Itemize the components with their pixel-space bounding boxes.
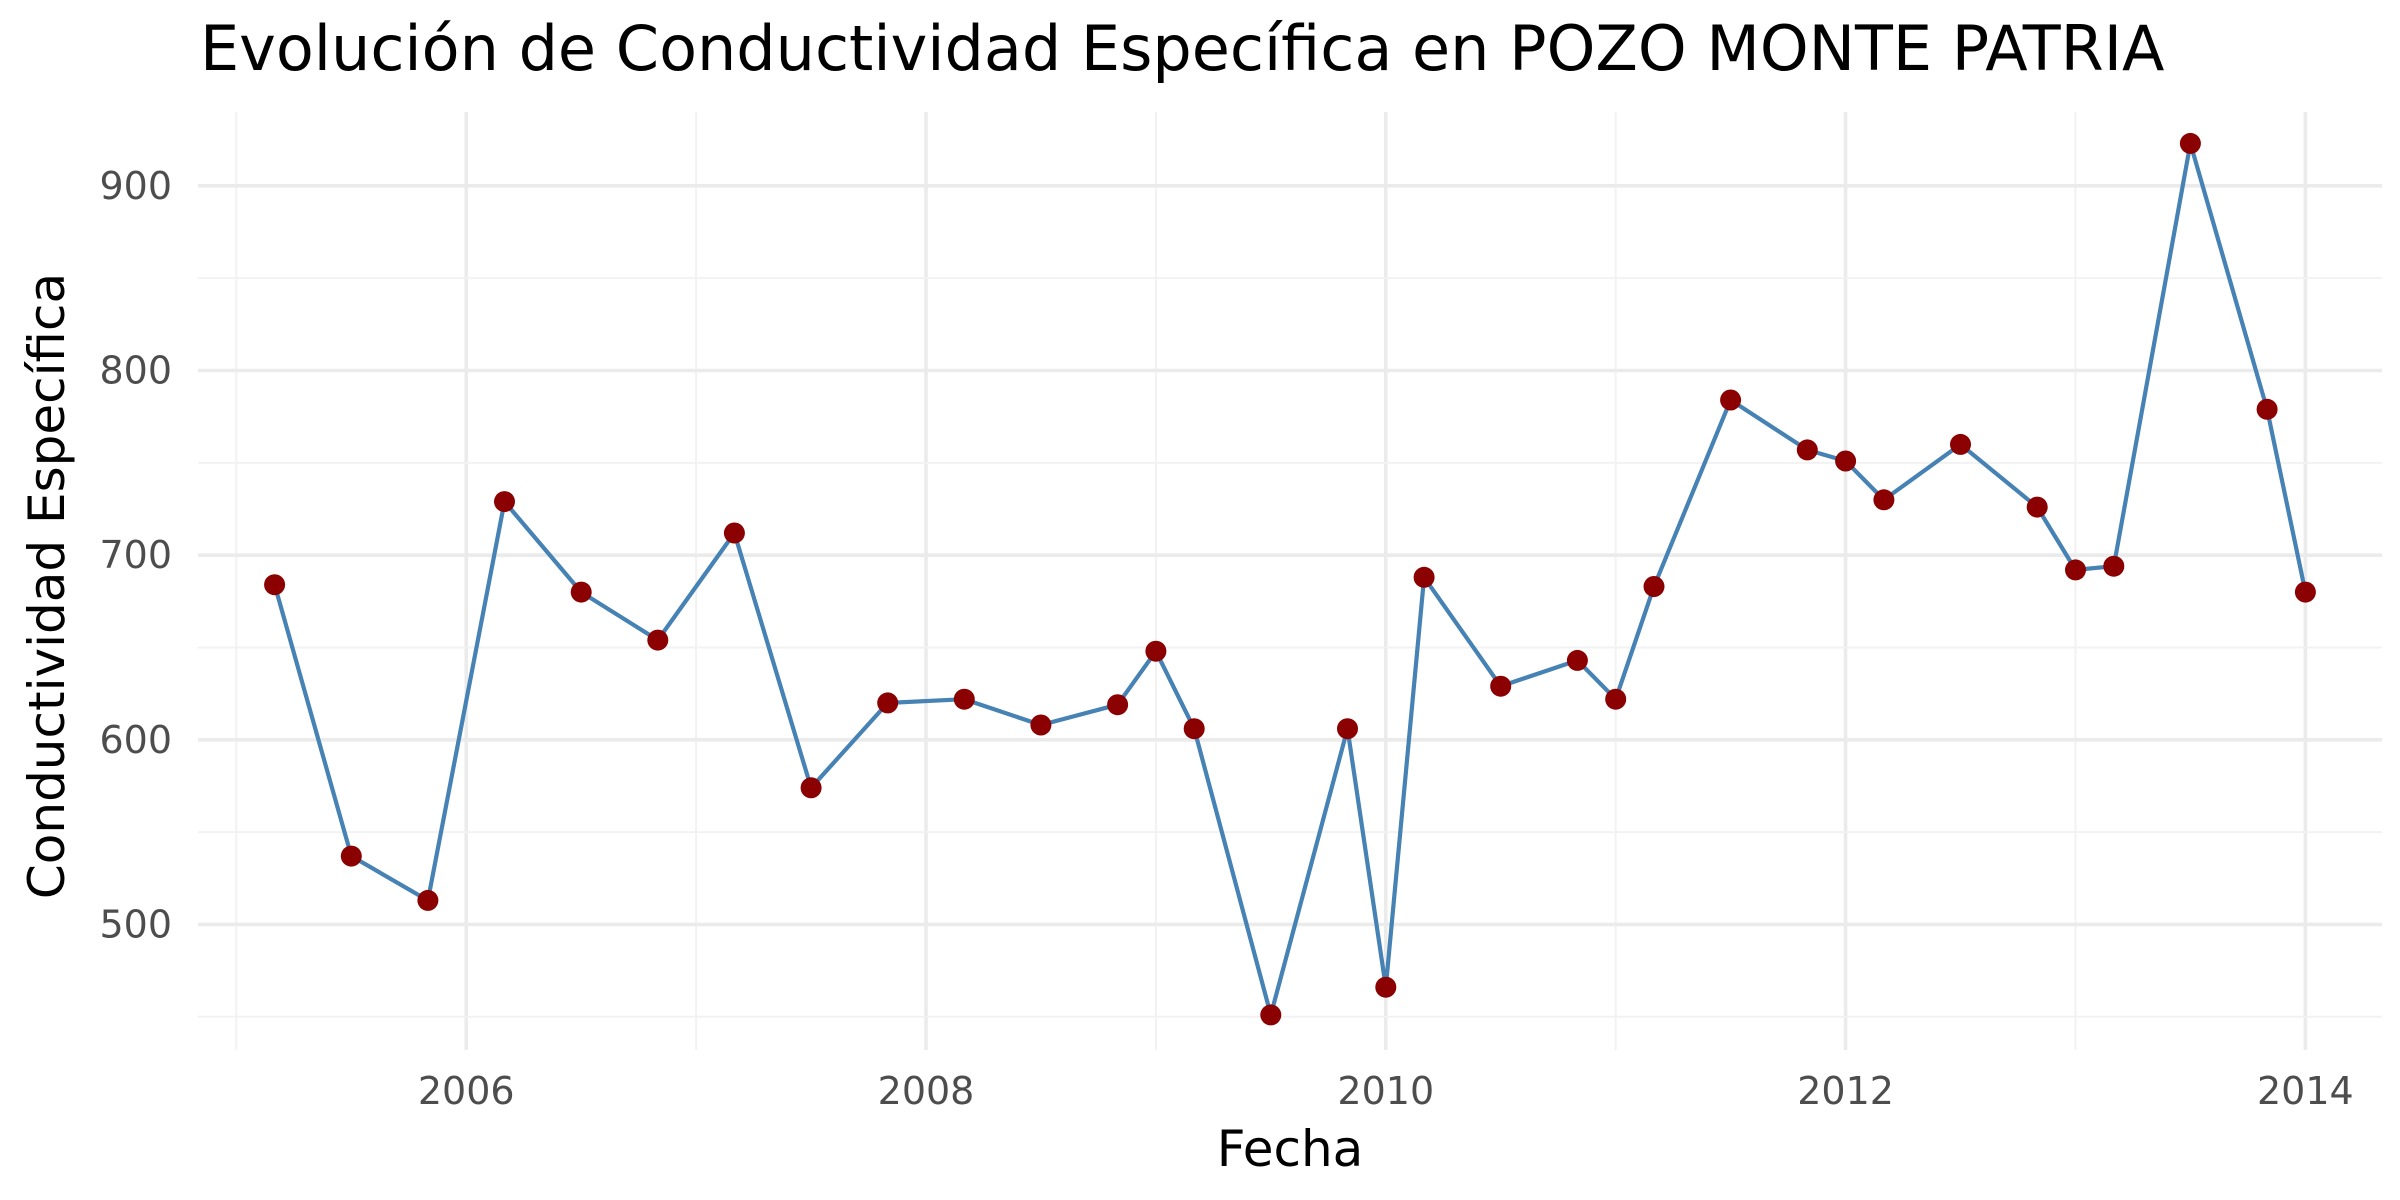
data-point	[1605, 688, 1627, 710]
data-points	[264, 132, 2316, 1026]
data-point	[2026, 496, 2048, 518]
y-tick-label: 900	[99, 164, 172, 208]
x-tick-label: 2010	[1337, 1069, 1434, 1113]
data-point	[1873, 489, 1895, 511]
series-line-layer	[272, 141, 2308, 1018]
data-point	[1413, 566, 1435, 588]
grid	[198, 112, 2382, 1050]
series-line	[272, 141, 2308, 1018]
data-point	[723, 522, 745, 544]
data-point	[2103, 555, 2125, 577]
data-point	[1375, 976, 1397, 998]
data-point	[1183, 718, 1205, 740]
data-point	[877, 692, 899, 714]
data-point	[1643, 576, 1665, 597]
data-point	[1720, 389, 1742, 411]
y-tick-label: 500	[99, 902, 172, 946]
data-point	[340, 845, 362, 867]
y-tick-label: 600	[99, 718, 172, 762]
tick-labels: 2006 2008 2010 2012 2014 500 600 700 800 900	[99, 164, 2353, 1113]
data-point	[2065, 559, 2086, 581]
x-tick-label: 2008	[878, 1069, 975, 1113]
x-tick-label: 2014	[2257, 1069, 2354, 1113]
data-point	[1566, 649, 1588, 671]
data-point	[1107, 694, 1129, 716]
x-tick-label: 2006	[418, 1069, 515, 1113]
data-point	[570, 581, 592, 603]
data-point	[1835, 450, 1857, 472]
y-tick-label: 700	[99, 533, 172, 577]
data-point	[2256, 398, 2278, 420]
data-point	[2179, 132, 2201, 154]
data-point	[2294, 581, 2316, 603]
data-point	[1145, 640, 1167, 662]
chart-title: Evolución de Conductividad Específica en…	[200, 12, 2164, 85]
data-point	[647, 629, 669, 651]
x-tick-label: 2012	[1797, 1069, 1894, 1113]
data-point	[494, 491, 515, 513]
data-point	[1337, 718, 1358, 740]
x-axis-title: Fecha	[1217, 1120, 1364, 1178]
data-point	[1030, 714, 1052, 736]
data-point	[1260, 1004, 1282, 1026]
data-point	[800, 777, 822, 799]
data-point	[1796, 439, 1818, 461]
data-point	[264, 574, 286, 596]
data-point	[1950, 433, 1971, 455]
y-tick-label: 800	[99, 349, 172, 393]
data-point	[953, 688, 975, 710]
y-axis-title: Conductividad Específica	[18, 273, 76, 899]
data-point	[417, 889, 439, 911]
data-point	[1490, 675, 1512, 697]
